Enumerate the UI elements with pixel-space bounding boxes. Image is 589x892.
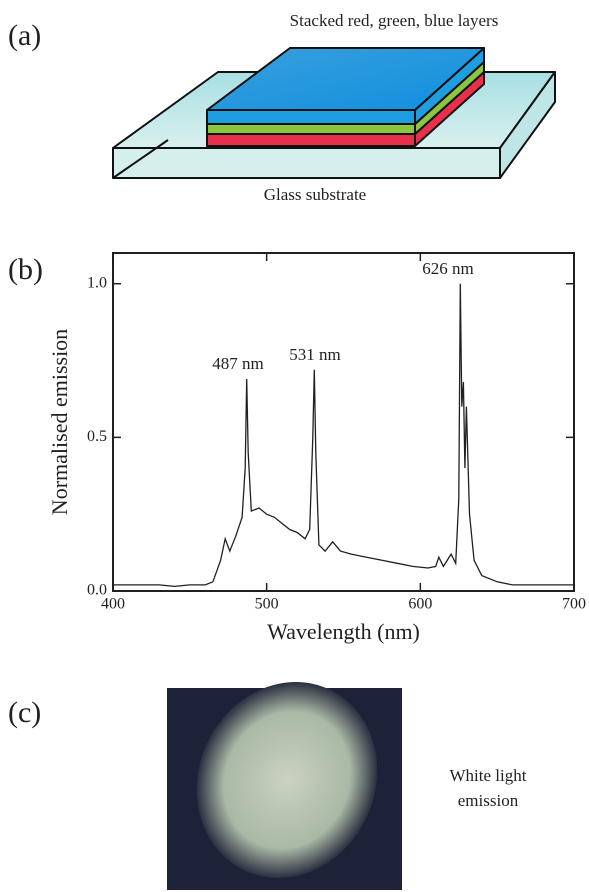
y-axis-label: Normalised emission — [47, 329, 72, 515]
layer-diagram — [112, 47, 556, 179]
panel-label: (c) — [8, 696, 41, 729]
emission-spot — [196, 682, 378, 878]
peak-annotation: 487 nm — [212, 354, 263, 373]
x-axis-label: Wavelength (nm) — [267, 619, 420, 644]
spectrum-line — [113, 283, 574, 588]
y-tick-label: 1.0 — [87, 274, 107, 291]
plot-frame — [112, 252, 575, 592]
x-tick-label: 700 — [562, 596, 586, 613]
caption: White light — [450, 766, 527, 785]
diagram-label: Stacked red, green, blue layers — [290, 11, 499, 30]
y-tick-label: 0.0 — [87, 582, 107, 599]
spectrum-chart: 400 500 600 700 0.0 0.5 1.0 Wavelength (nm) Norm… — [47, 252, 586, 644]
x-tick-label: 600 — [408, 596, 432, 613]
peak-annotation: 626 nm — [422, 259, 473, 278]
x-tick-label: 500 — [255, 596, 279, 613]
diagram-label: Glass substrate — [264, 185, 366, 204]
y-tick-label: 0.5 — [87, 428, 107, 445]
x-tick-label: 400 — [101, 596, 125, 613]
panel-label: (b) — [8, 253, 43, 286]
peak-annotation: 531 nm — [289, 345, 340, 364]
panel-label: (a) — [8, 19, 41, 52]
caption: emission — [458, 791, 519, 810]
